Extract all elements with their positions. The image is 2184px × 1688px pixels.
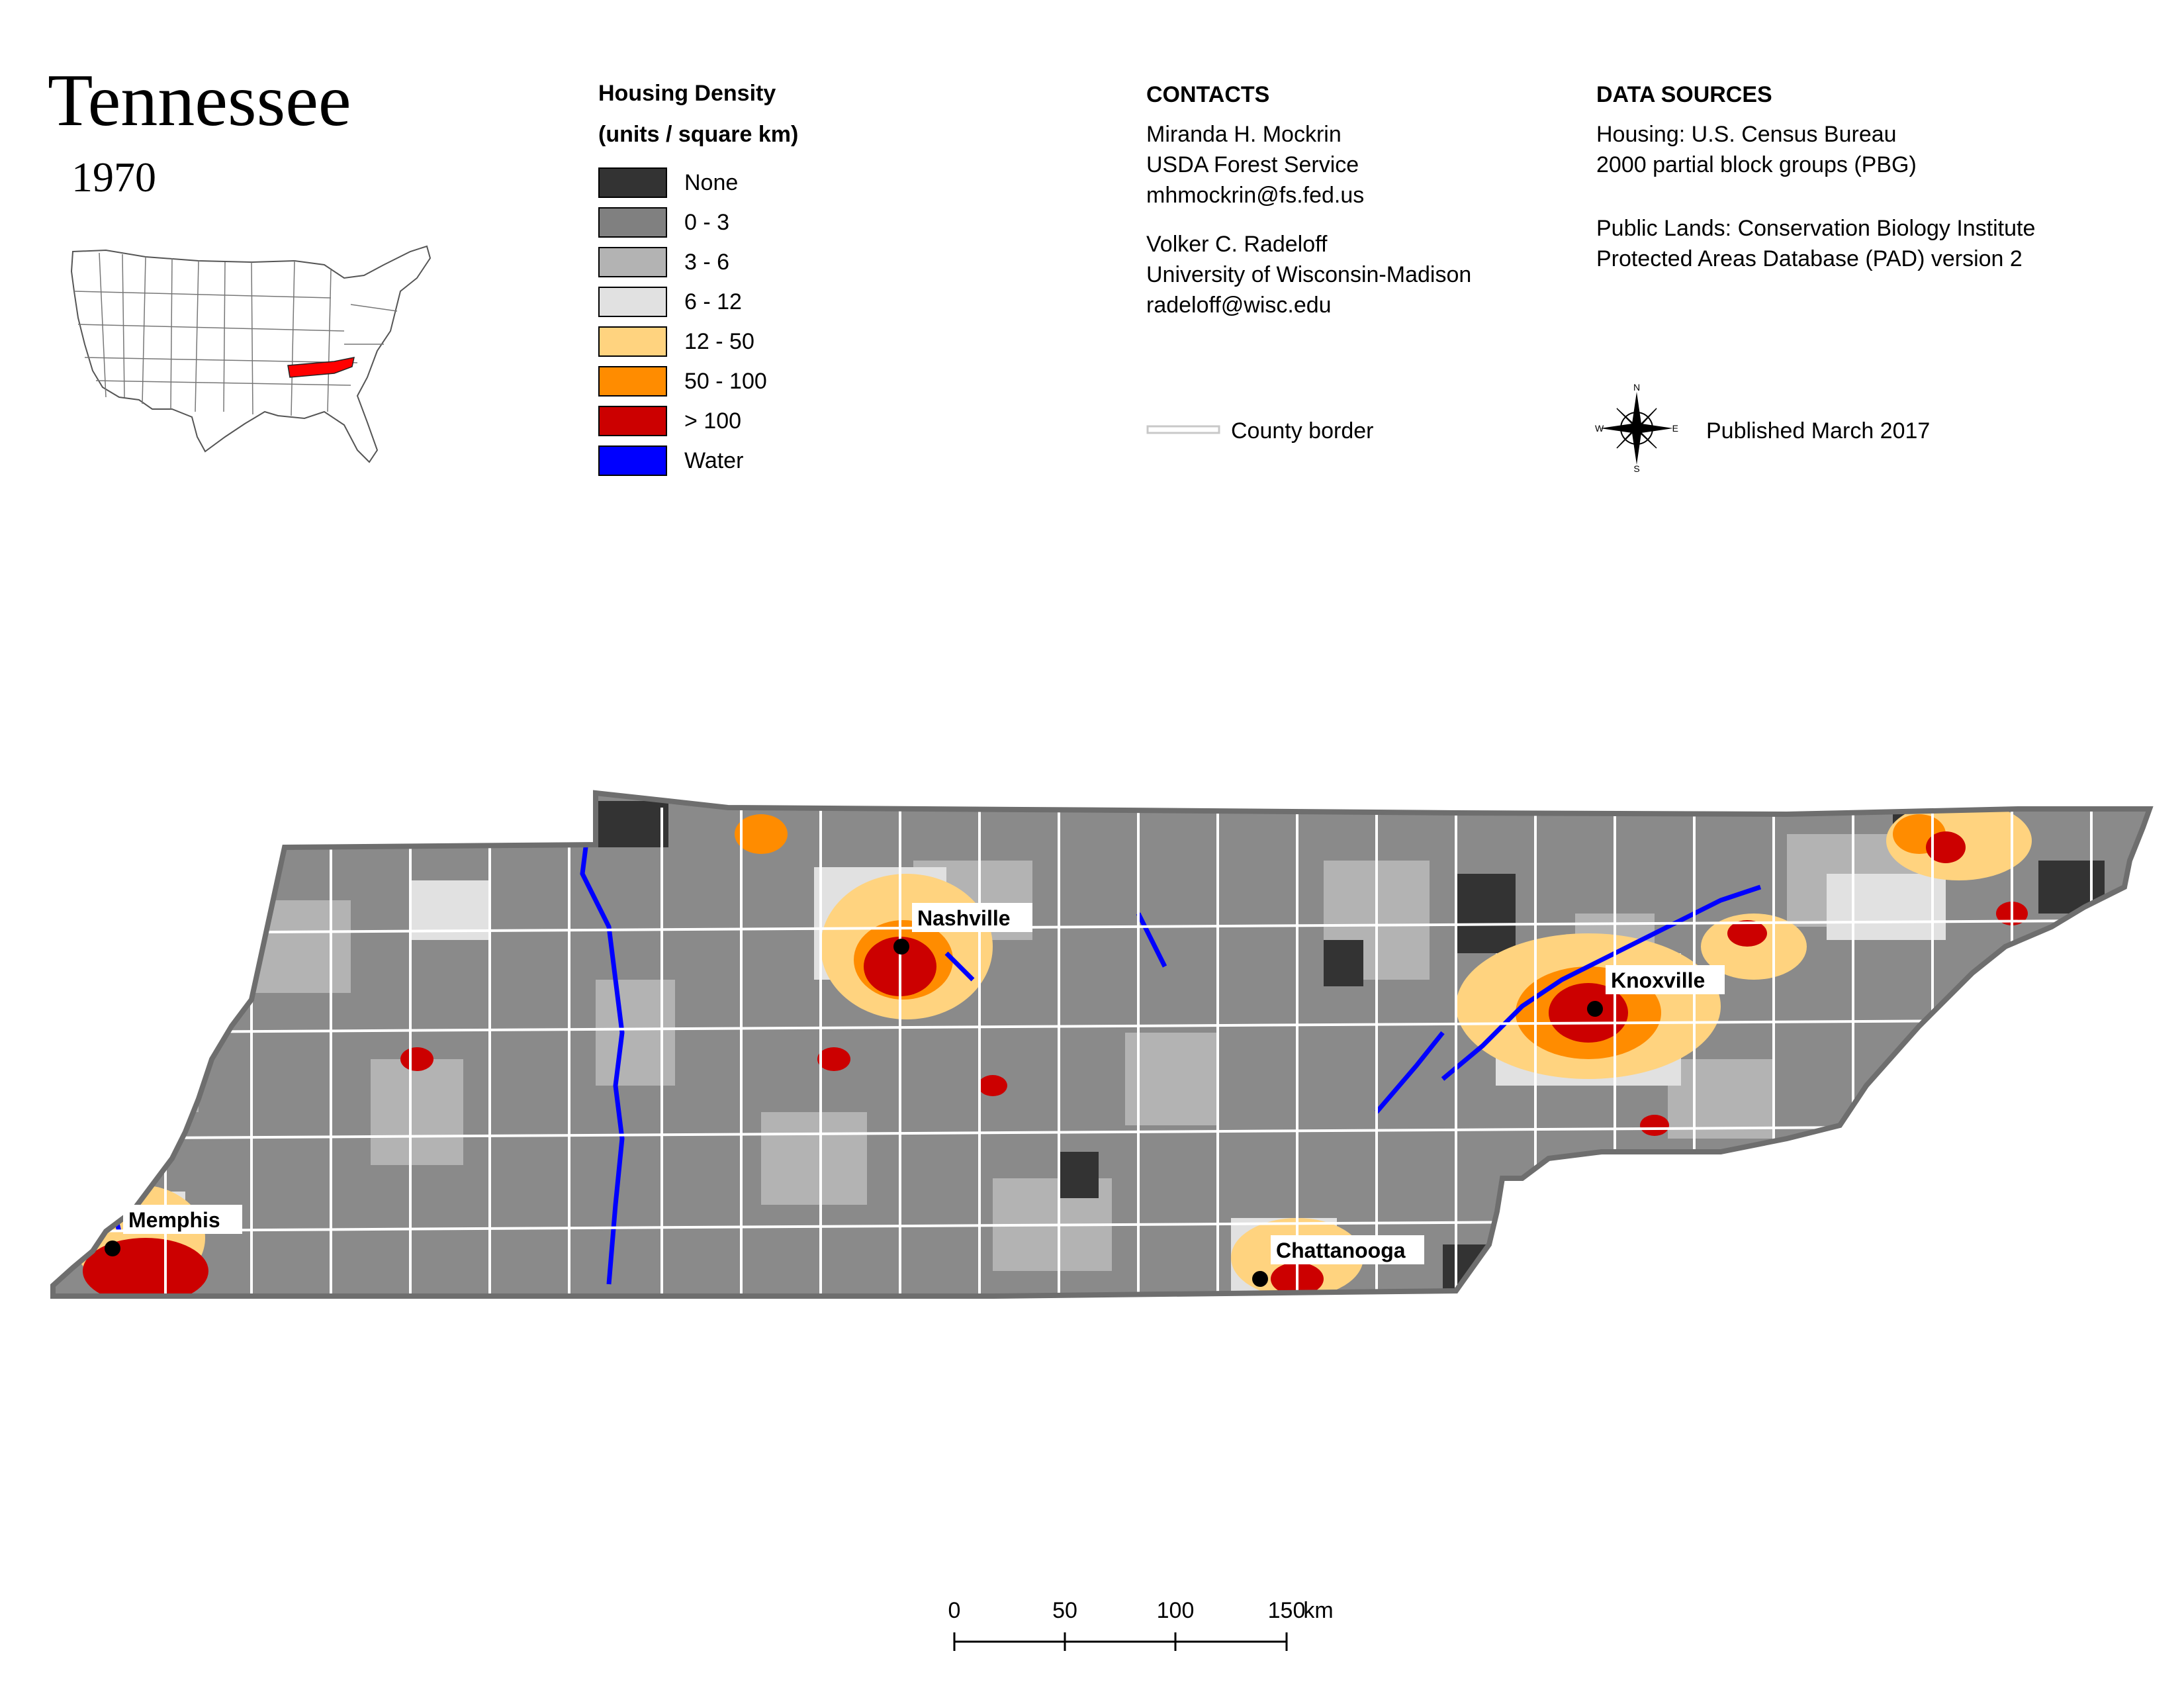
data-source-housing: Housing: U.S. Census Bureau 2000 partial… bbox=[1596, 119, 1917, 180]
legend-item-12-50: 12 - 50 bbox=[598, 326, 754, 357]
legend-label-12-50: 12 - 50 bbox=[684, 328, 754, 354]
city-knoxville: Knoxville bbox=[1587, 965, 1725, 1017]
tennessee-outline bbox=[50, 790, 2154, 1299]
memphis-label-bg bbox=[123, 1205, 242, 1234]
legend-swatch-12-50 bbox=[598, 326, 667, 357]
us-outline bbox=[70, 245, 432, 463]
nashville-label: Nashville bbox=[917, 906, 1011, 930]
contact-person-2: Volker C. Radeloff University of Wiscons… bbox=[1146, 229, 1471, 320]
nashville-label-bg bbox=[912, 903, 1032, 932]
contact-1-name: Miranda H. Mockrin bbox=[1146, 122, 1342, 147]
scale-label-100: 100 bbox=[1157, 1598, 1195, 1623]
legend-item-3-6: 3 - 6 bbox=[598, 246, 729, 278]
legend-title: Housing Density bbox=[598, 81, 776, 106]
legend-item-none: None bbox=[598, 167, 738, 199]
contact-1-org: USDA Forest Service bbox=[1146, 152, 1359, 177]
contact-person-1: Miranda H. Mockrin USDA Forest Service m… bbox=[1146, 119, 1364, 211]
county-border-swatch bbox=[1146, 425, 1220, 434]
map-title: Tennessee bbox=[48, 60, 351, 142]
contact-2-name: Volker C. Radeloff bbox=[1146, 232, 1328, 257]
legend-swatch-50-100 bbox=[598, 366, 667, 397]
legend-swatch-3-6 bbox=[598, 247, 667, 277]
water-features bbox=[85, 820, 1762, 1285]
compass-rose-icon: N S E W bbox=[1595, 384, 1678, 473]
legend-swatch-none bbox=[598, 167, 667, 198]
data-source-lands-line1: Public Lands: Conservation Biology Insti… bbox=[1596, 216, 2036, 241]
contacts-header: CONTACTS bbox=[1146, 82, 1270, 107]
compass-w: W bbox=[1595, 423, 1604, 434]
chattanooga-marker bbox=[1252, 1271, 1268, 1287]
knoxville-label: Knoxville bbox=[1611, 968, 1705, 992]
scale-label-0: 0 bbox=[948, 1598, 961, 1623]
tennessee-map: Nashville Knoxville Memphis Chattanooga bbox=[50, 790, 2154, 1299]
compass-s: S bbox=[1633, 463, 1639, 473]
legend-label-3-6: 3 - 6 bbox=[684, 249, 730, 275]
chattanooga-label: Chattanooga bbox=[1276, 1239, 1406, 1262]
chattanooga-label-bg bbox=[1271, 1235, 1424, 1264]
legend-label-6-12: 6 - 12 bbox=[684, 289, 742, 314]
data-source-housing-line1: Housing: U.S. Census Bureau bbox=[1596, 122, 1897, 147]
compass-n: N bbox=[1633, 384, 1640, 393]
data-source-housing-line2: 2000 partial block groups (PBG) bbox=[1596, 152, 1917, 177]
county-border-label: County border bbox=[1231, 418, 1374, 444]
legend-label-water: Water bbox=[684, 447, 744, 473]
legend-label-none: None bbox=[684, 169, 739, 195]
memphis-marker bbox=[105, 1241, 120, 1256]
legend-item-0-3: 0 - 3 bbox=[598, 207, 729, 238]
legend-item-50-100: 50 - 100 bbox=[598, 365, 767, 397]
legend-swatch-water bbox=[598, 445, 667, 476]
nashville-marker bbox=[893, 939, 909, 955]
knoxville-label-bg bbox=[1606, 965, 1725, 994]
legend-item-6-12: 6 - 12 bbox=[598, 286, 742, 318]
map-year: 1970 bbox=[71, 154, 156, 201]
legend-label-0-3: 0 - 3 bbox=[684, 209, 730, 235]
housing-density-raster bbox=[53, 793, 2150, 1296]
legend-item-gt-100: > 100 bbox=[598, 405, 741, 437]
city-nashville: Nashville bbox=[893, 903, 1032, 955]
scale-unit: km bbox=[1303, 1598, 1333, 1623]
legend-swatch-gt-100 bbox=[598, 406, 667, 436]
data-source-lands-line2: Protected Areas Database (PAD) version 2 bbox=[1596, 246, 2023, 271]
scale-label-150: 150 bbox=[1268, 1598, 1306, 1623]
compass-e: E bbox=[1672, 423, 1678, 434]
tennessee-highlight bbox=[287, 357, 355, 378]
us-state-lines bbox=[73, 252, 398, 416]
legend-subtitle: (units / square km) bbox=[598, 122, 799, 147]
contact-2-org: University of Wisconsin-Madison bbox=[1146, 262, 1472, 287]
us-locator-map bbox=[70, 245, 432, 463]
legend-item-water: Water bbox=[598, 445, 743, 477]
city-chattanooga: Chattanooga bbox=[1252, 1235, 1424, 1287]
data-sources-header: DATA SOURCES bbox=[1596, 82, 1772, 107]
legend-swatch-0-3 bbox=[598, 207, 667, 238]
legend-label-gt-100: > 100 bbox=[684, 408, 742, 434]
knoxville-marker bbox=[1587, 1001, 1603, 1017]
legend-swatch-6-12 bbox=[598, 287, 667, 317]
legend-label-50-100: 50 - 100 bbox=[684, 368, 767, 394]
contact-2-email: radeloff@wisc.edu bbox=[1146, 293, 1332, 318]
data-source-public-lands: Public Lands: Conservation Biology Insti… bbox=[1596, 213, 2035, 274]
scale-bar: 0 50 100 150 km bbox=[948, 1598, 1334, 1651]
memphis-label: Memphis bbox=[128, 1208, 220, 1232]
published-date: Published March 2017 bbox=[1706, 418, 1931, 444]
city-memphis: Memphis bbox=[105, 1205, 242, 1256]
contact-1-email: mhmockrin@fs.fed.us bbox=[1146, 183, 1365, 208]
scale-label-50: 50 bbox=[1052, 1598, 1077, 1623]
